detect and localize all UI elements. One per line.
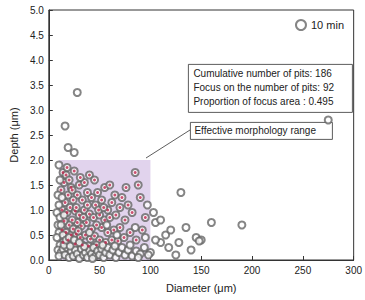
svg-text:0: 0	[46, 265, 52, 276]
svg-text:100: 100	[142, 265, 159, 276]
svg-text:Cumulative number of pits: 186: Cumulative number of pits: 186	[193, 68, 332, 79]
svg-text:2.0: 2.0	[30, 155, 44, 166]
svg-text:4.0: 4.0	[30, 55, 44, 66]
svg-text:250: 250	[295, 265, 312, 276]
svg-text:5.0: 5.0	[30, 5, 44, 16]
svg-text:Depth (μm): Depth (μm)	[8, 107, 20, 162]
svg-text:Effective morphology range: Effective morphology range	[194, 125, 316, 136]
svg-text:1.0: 1.0	[30, 205, 44, 216]
svg-text:Focus on the number of pits: 9: Focus on the number of pits: 92	[193, 82, 334, 93]
svg-text:3.5: 3.5	[30, 80, 44, 91]
svg-text:10 min: 10 min	[311, 19, 344, 31]
svg-text:300: 300	[345, 265, 362, 276]
svg-text:Proportion of focus area : 0.4: Proportion of focus area : 0.495	[193, 96, 334, 107]
svg-text:50: 50	[94, 265, 106, 276]
svg-text:1.5: 1.5	[30, 180, 44, 191]
svg-text:4.5: 4.5	[30, 30, 44, 41]
svg-text:3.0: 3.0	[30, 105, 44, 116]
svg-text:0.5: 0.5	[30, 230, 44, 241]
svg-text:150: 150	[193, 265, 210, 276]
svg-text:Diameter (μm): Diameter (μm)	[166, 282, 237, 294]
svg-text:200: 200	[244, 265, 261, 276]
svg-text:2.5: 2.5	[30, 130, 44, 141]
svg-text:0.0: 0.0	[30, 255, 44, 266]
